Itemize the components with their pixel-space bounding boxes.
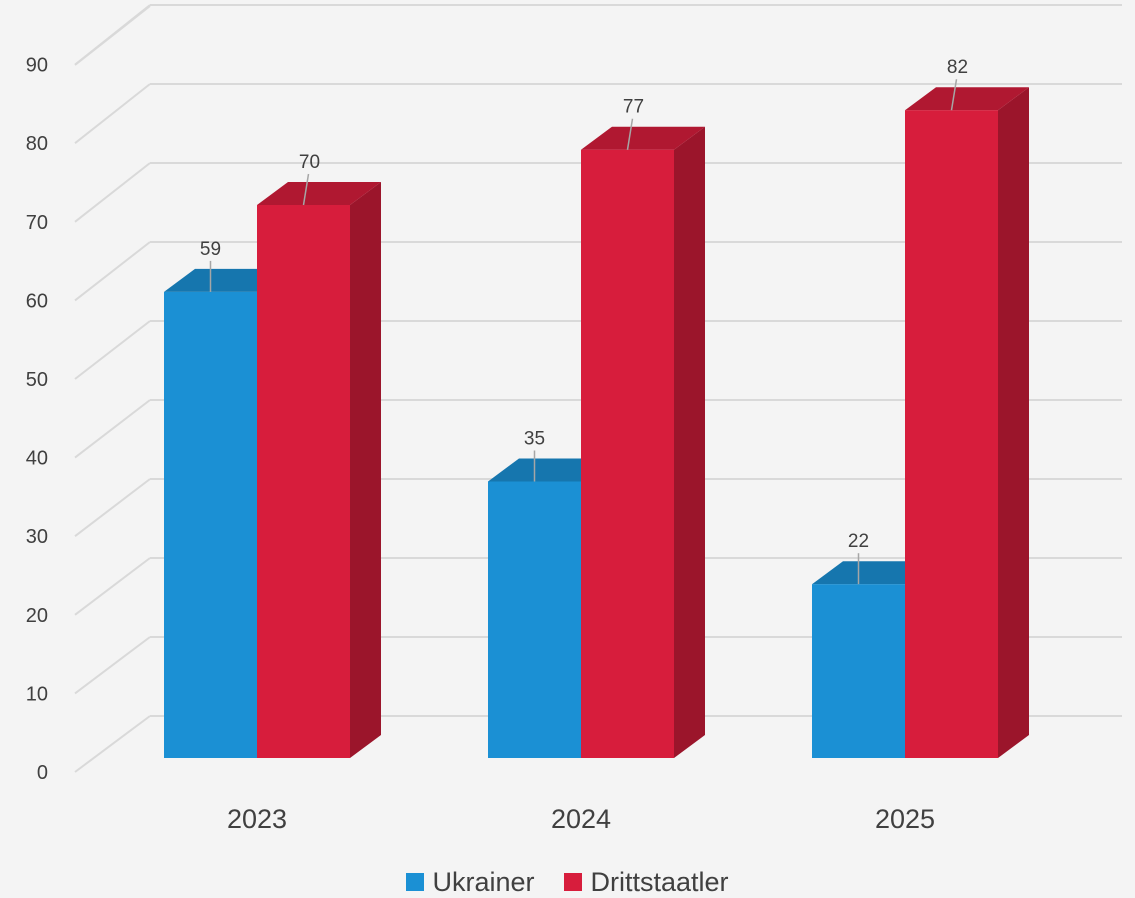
y-tick-label-60: 60	[26, 290, 48, 312]
data-label-leader-drittstaatler-2023	[302, 173, 310, 206]
gridline-depth-top	[74, 5, 151, 66]
y-tick-label-50: 50	[26, 369, 48, 391]
y-tick-label-90: 90	[26, 55, 48, 77]
gridline-depth-80	[74, 83, 151, 144]
legend-item-ukrainer: Ukrainer	[406, 867, 534, 898]
bar-drittstaatler-2023	[257, 182, 381, 758]
y-tick-label-0: 0	[37, 762, 48, 784]
x-axis: 2023 2024 2025	[227, 804, 935, 834]
y-tick-label-10: 10	[26, 683, 48, 705]
gridline-depth-20	[74, 557, 151, 616]
bar-top-drittstaatler-2023	[257, 182, 381, 205]
data-label-ukrainer-2024: 35	[524, 429, 545, 450]
y-tick-label-20: 20	[26, 605, 48, 627]
legend-label-ukrainer: Ukrainer	[432, 866, 535, 897]
bar-front-drittstaatler-2023	[257, 205, 350, 758]
bar-side-drittstaatler-2024	[674, 126, 705, 758]
y-tick-label-40: 40	[26, 448, 48, 470]
bar-side-drittstaatler-2025	[998, 87, 1029, 758]
bar-top-drittstaatler-2025	[905, 87, 1029, 111]
data-labels: 59 70 35 77 22 82	[200, 57, 968, 585]
gridline-depth-50	[74, 320, 151, 380]
x-tick-label-2023: 2023	[227, 804, 287, 834]
x-tick-label-2024: 2024	[551, 804, 611, 834]
bar-drittstaatler-2024	[581, 126, 705, 758]
bar-side-drittstaatler-2023	[350, 182, 381, 758]
bar-front-drittstaatler-2024	[581, 149, 674, 758]
bar-front-drittstaatler-2025	[905, 110, 998, 758]
gridline-depth-70	[74, 162, 151, 223]
data-label-leader-drittstaatler-2024	[626, 118, 634, 150]
bar-front-ukrainer-2025	[812, 584, 905, 758]
gridline-depth-60	[74, 241, 151, 302]
gridline-depth-0	[74, 715, 151, 773]
gridline-depth-30	[74, 478, 151, 537]
gridline-depth-40	[74, 399, 151, 459]
data-label-ukrainer-2023: 59	[200, 239, 221, 260]
y-tick-label-30: 30	[26, 526, 48, 548]
data-label-drittstaatler-2023: 70	[299, 152, 320, 173]
legend-item-drittstaatler: Drittstaatler	[564, 866, 729, 898]
gridline-depth-10	[74, 636, 151, 695]
bar-front-ukrainer-2024	[488, 481, 581, 758]
bar-drittstaatler-2025	[905, 87, 1029, 758]
y-tick-label-70: 70	[26, 212, 48, 234]
bar-front-ukrainer-2023	[164, 291, 257, 758]
x-tick-label-2025: 2025	[875, 804, 935, 834]
legend: Ukrainer Drittstaatler	[0, 866, 1135, 898]
legend-swatch-drittstaatler	[564, 873, 583, 891]
y-axis: 0 10 20 30 40 50 60 70 80 90	[26, 55, 48, 784]
data-label-leader-drittstaatler-2025	[950, 79, 958, 111]
legend-swatch-ukrainer	[406, 873, 425, 891]
bar-top-drittstaatler-2024	[581, 126, 705, 150]
data-label-drittstaatler-2024: 77	[623, 97, 644, 118]
bars	[164, 87, 1029, 758]
legend-label-drittstaatler: Drittstaatler	[590, 866, 729, 897]
y-tick-label-80: 80	[26, 133, 48, 155]
data-label-drittstaatler-2025: 82	[947, 57, 968, 78]
data-label-ukrainer-2025: 22	[848, 531, 869, 552]
